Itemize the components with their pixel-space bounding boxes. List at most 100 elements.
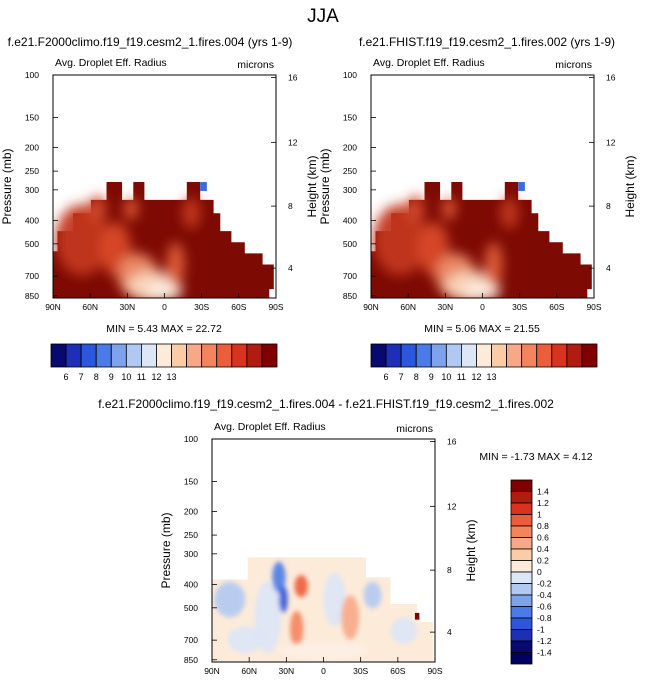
- y2-tick-label: 16: [288, 72, 298, 82]
- colorbar-label: 8: [414, 372, 419, 382]
- contour-blobs: [55, 195, 201, 298]
- contour-blob: [341, 595, 360, 640]
- y-tick-label: 150: [25, 113, 39, 123]
- colorbar-swatch: [581, 343, 598, 368]
- contour-blob: [227, 626, 264, 654]
- colorbar-swatch: [171, 343, 188, 368]
- y-axis-label: Pressure (mb): [318, 148, 332, 224]
- y2-tick-label: 16: [606, 72, 616, 82]
- colorbar-swatch: [566, 343, 583, 368]
- x-tick-label: 30S: [353, 666, 368, 676]
- y-tick-label: 100: [25, 70, 39, 80]
- colorbar-label: 11: [137, 372, 146, 382]
- colorbar-label: 0.2: [537, 556, 549, 566]
- y2-tick-label: 12: [288, 137, 298, 147]
- contour-field: [53, 182, 274, 298]
- contour-field: [212, 557, 433, 662]
- contour-blob: [214, 581, 246, 618]
- colorbar-label: 0: [537, 567, 542, 577]
- colorbar-swatch: [95, 343, 112, 368]
- colorbar-label: 9: [429, 372, 434, 382]
- y2-tick-label: 4: [288, 263, 293, 273]
- panel-p1: f.e21.F2000climo.f19_f19.cesm2_1.fires.0…: [0, 35, 319, 382]
- y2-tick-label: 12: [606, 137, 616, 147]
- contour-blob: [484, 242, 503, 287]
- contour-blobs: [373, 195, 519, 298]
- contour-field: [371, 182, 592, 298]
- x-tick-label: 90N: [45, 302, 61, 312]
- y-axis-label: Pressure (mb): [159, 512, 173, 588]
- colorbar-swatch: [415, 343, 432, 368]
- y-tick-label: 200: [25, 142, 39, 152]
- y-tick-label: 400: [343, 215, 357, 225]
- contour-blobs: [214, 561, 418, 660]
- colorbar-label: -0.2: [537, 579, 552, 589]
- y2-tick-label: 4: [447, 627, 452, 637]
- colorbar-swatch: [536, 343, 553, 368]
- y-tick-label: 200: [343, 142, 357, 152]
- colorbar-swatch: [510, 617, 533, 630]
- y-tick-label: 850: [184, 655, 198, 665]
- colorbar-swatch: [510, 640, 533, 653]
- x-tick-label: 0: [321, 666, 326, 676]
- colorbar-label: -1.4: [537, 648, 552, 658]
- y2-axis-label: Height (km): [623, 155, 637, 217]
- contour-blob: [124, 197, 138, 220]
- contour-blob: [363, 581, 382, 609]
- colorbar-swatch: [156, 343, 172, 368]
- colorbar-label: -1: [537, 625, 545, 635]
- x-tick-label: 90S: [586, 302, 601, 312]
- contour-blob: [373, 204, 427, 276]
- colorbar-swatch: [510, 629, 533, 642]
- x-tick-label: 0: [480, 302, 485, 312]
- y-tick-label: 500: [184, 603, 198, 613]
- y-tick-label: 400: [184, 579, 198, 589]
- colorbar-swatch: [385, 343, 402, 368]
- y-tick-label: 700: [343, 271, 357, 281]
- y-tick-label: 250: [343, 166, 357, 176]
- x-tick-label: 30S: [194, 302, 209, 312]
- y2-tick-label: 16: [447, 436, 457, 446]
- colorbar-label: 7: [399, 372, 404, 382]
- colorbar-label: 10: [121, 372, 131, 382]
- contour-blob: [278, 586, 288, 613]
- colorbar-label: 1.4: [537, 487, 549, 497]
- x-tick-label: 90N: [363, 302, 379, 312]
- colorbar-label: -0.4: [537, 590, 552, 600]
- contour-blob: [182, 197, 201, 229]
- colorbar-label: 1.2: [537, 498, 549, 508]
- colorbar-label: -0.8: [537, 613, 552, 623]
- colorbar-swatch: [510, 571, 533, 584]
- contour-min-patch: [518, 182, 525, 191]
- y2-axis-label: Height (km): [464, 519, 478, 581]
- colorbar: 6 7 8 9 10 11 12 13: [50, 343, 278, 382]
- colorbar-swatch: [201, 343, 218, 368]
- min-max-stats: MIN = 5.43 MAX = 22.72: [106, 323, 222, 335]
- colorbar-swatch: [510, 479, 533, 492]
- y-tick-label: 850: [343, 291, 357, 301]
- contour-blob: [294, 575, 308, 598]
- panel-variable-label: Avg. Droplet Eff. Radius: [214, 421, 326, 433]
- y-tick-label: 500: [25, 239, 39, 249]
- colorbar-swatch: [510, 594, 533, 607]
- colorbar-label: 7: [79, 372, 84, 382]
- min-max-stats: MIN = -1.73 MAX = 4.12: [479, 451, 592, 463]
- colorbar: 6 7 8 9 10 11 12 13: [370, 343, 598, 382]
- colorbar-swatch: [460, 343, 477, 368]
- colorbar-swatch: [125, 343, 142, 368]
- x-tick-label: 30S: [512, 302, 527, 312]
- y-tick-label: 200: [184, 506, 198, 516]
- contour-blob: [146, 282, 183, 298]
- figure-title: JJA: [307, 6, 339, 27]
- y-tick-label: 250: [25, 166, 39, 176]
- colorbar-swatch: [521, 343, 538, 368]
- x-tick-label: 60N: [241, 666, 257, 676]
- y2-tick-label: 8: [288, 201, 293, 211]
- colorbar-label: -1.2: [537, 636, 552, 646]
- contour-blob: [390, 617, 418, 645]
- contour-blob: [55, 204, 109, 276]
- contour-blob: [406, 195, 425, 223]
- x-tick-label: 30N: [279, 666, 295, 676]
- x-tick-label: 60N: [400, 302, 416, 312]
